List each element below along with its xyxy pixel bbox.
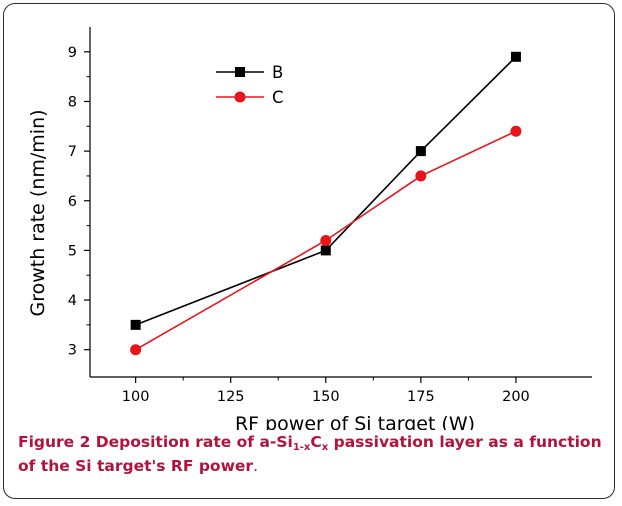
x-tick-label: 125 [217,389,245,405]
chart: 100 125 150 175 200 3 4 5 6 7 8 9 RF power of Si t… [27,27,592,430]
y-tick-label: 5 [68,243,77,259]
y-tick-label: 6 [68,194,77,210]
x-tick-label: 200 [502,389,530,405]
data-point-C [510,125,522,137]
data-point-B [320,245,331,256]
legend-label-B: B [272,63,283,82]
y-tick-label: 4 [68,293,77,309]
data-point-B [510,51,521,62]
caption-subscript-1: 1-x [292,442,311,453]
legend: BC [216,63,284,107]
y-tick-label: 7 [68,144,77,160]
data-point-C [320,234,332,246]
y-tick-label: 9 [68,45,77,61]
data-point-B [415,146,426,157]
x-axis-ticks: 100 125 150 175 200 [122,377,530,405]
y-tick-label: 3 [68,343,77,359]
x-tick-label: 175 [407,389,435,405]
caption-text-after: passivation layer as a function of the S… [18,433,602,475]
series-line-B [135,56,517,326]
x-axis-label: RF power of Si target (W) [235,413,475,430]
figure-caption: Figure 2 Deposition rate of a-Si1-xCx pa… [18,430,608,478]
data-point-C [130,344,142,356]
series-line-C [135,130,517,351]
data-point-B [130,319,141,330]
legend-marker-B [235,67,245,77]
caption-subscript-2: x [321,442,329,453]
x-tick-label: 100 [122,389,150,405]
y-axis-label: Growth rate (nm/min) [27,109,49,316]
series-layer [130,51,522,356]
data-point-C [415,170,427,182]
x-tick-label: 150 [312,389,340,405]
axes [89,27,592,378]
caption-tail: . [253,457,258,475]
caption-text-mid: C [310,433,322,451]
y-tick-label: 8 [68,94,77,110]
caption-figure-number: Figure 2 [18,433,91,451]
legend-marker-C [234,91,246,103]
y-axis-ticks: 3 4 5 6 7 8 9 [68,45,90,359]
caption-text-before: Deposition rate of a-Si [90,433,293,451]
legend-label-C: C [272,88,284,107]
